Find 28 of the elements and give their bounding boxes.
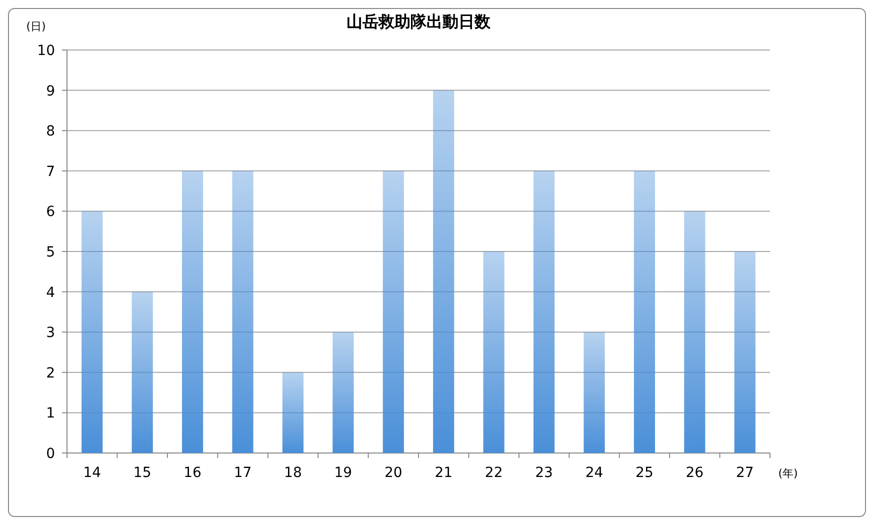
y-tick-label: 10 (37, 43, 55, 59)
x-tick-label: 22 (484, 465, 503, 481)
y-tick-label: 4 (46, 284, 56, 301)
y-tick-label: 0 (46, 446, 55, 462)
x-tick-label: 18 (284, 465, 302, 481)
y-tick-label: 3 (46, 325, 55, 342)
x-tick-label: 23 (535, 465, 553, 481)
x-tick-label: 15 (133, 465, 152, 481)
x-tick-label: 21 (434, 465, 453, 481)
y-tick-label: 5 (46, 244, 55, 260)
x-tick-label: 25 (636, 465, 654, 481)
x-tick-label: 26 (686, 465, 704, 481)
x-axis-title: (年) (778, 467, 798, 480)
y-tick-label: 1 (46, 406, 55, 422)
x-tick-label: 14 (83, 465, 102, 481)
y-tick-label: 2 (46, 365, 55, 382)
y-tick-label: 6 (46, 204, 56, 220)
x-tick-label: 24 (585, 465, 604, 481)
y-tick-label: 9 (46, 83, 55, 100)
x-tick-label: 19 (334, 465, 352, 481)
x-tick-label: 20 (384, 465, 402, 481)
y-tick-label: 7 (46, 164, 55, 180)
x-tick-label: 16 (184, 465, 202, 481)
chart-title: 山岳救助隊出動日数 (346, 12, 492, 31)
x-tick-label: 17 (234, 465, 252, 481)
y-axis-title: (日) (26, 20, 46, 33)
y-tick-label: 8 (46, 124, 55, 140)
x-tick-label: 27 (736, 465, 754, 481)
